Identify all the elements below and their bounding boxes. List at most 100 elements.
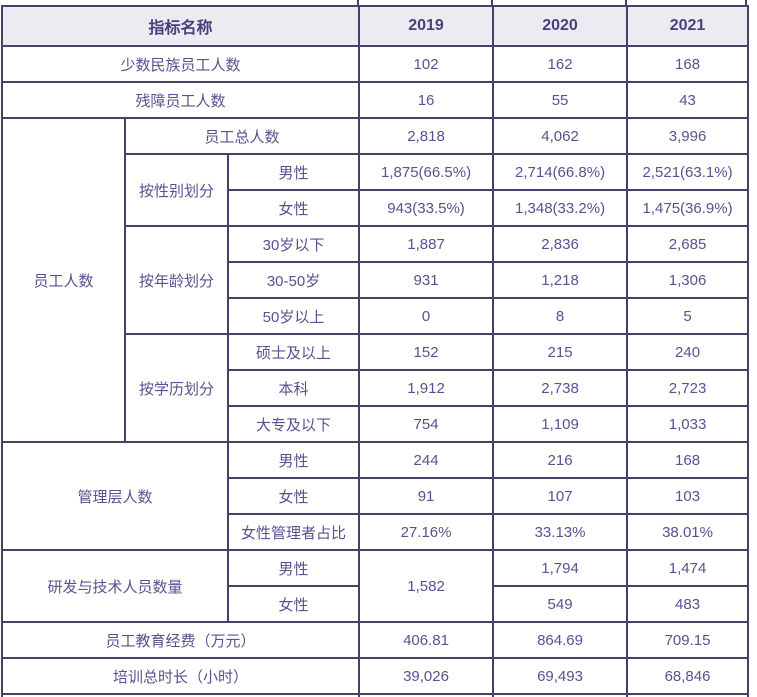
age-mid-2021: 1,306 bbox=[626, 261, 750, 299]
age-over50-row: 50岁以上 0 8 5 bbox=[2, 297, 750, 335]
header-row: 指标名称 2019 2020 2021 bbox=[0, 5, 750, 47]
edu-college-row: 大专及以下 754 1,109 1,033 bbox=[2, 405, 750, 443]
training-hours-2021: 68,846 bbox=[626, 657, 750, 695]
age-over50-2020: 8 bbox=[492, 297, 629, 335]
age-mid-2019: 931 bbox=[358, 261, 495, 299]
age-under30-2020: 2,836 bbox=[492, 225, 629, 263]
mgmt-male-row: 管理层人数 男性 244 216 168 bbox=[1, 441, 750, 551]
rnd-male-2020: 1,794 bbox=[492, 549, 629, 587]
education-fund-label: 员工教育经费（万元） bbox=[0, 621, 361, 659]
mgmt-female-2019: 91 bbox=[358, 477, 495, 515]
gender-male-2021: 2,521(63.1%) bbox=[626, 153, 750, 191]
cropped-column-border-stub bbox=[745, 0, 747, 7]
header-indicator-name: 指标名称 bbox=[0, 5, 361, 47]
disabled-value-2019: 16 bbox=[358, 81, 495, 119]
edu-college-label: 大专及以下 bbox=[226, 405, 361, 443]
rnd-merged-2019: 1,582 bbox=[358, 549, 495, 623]
gender-female-2021: 1,475(36.9%) bbox=[626, 189, 750, 227]
cropped-column-border-stub bbox=[491, 0, 493, 7]
edu-bachelor-row: 本科 1,912 2,738 2,723 bbox=[2, 369, 750, 407]
employees-total-2019: 2,818 bbox=[358, 117, 495, 155]
mgmt-male-2020: 216 bbox=[492, 441, 629, 479]
age-mid-label: 30-50岁 bbox=[226, 261, 361, 299]
edu-master-row: 按学历划分 硕士及以上 152 215 240 bbox=[2, 333, 750, 443]
rnd-female-row: 女性 549 483 bbox=[2, 585, 750, 623]
employees-total-2021: 3,996 bbox=[626, 117, 750, 155]
gender-female-2019: 943(33.5%) bbox=[358, 189, 495, 227]
rnd-male-label: 男性 bbox=[226, 549, 361, 587]
edu-bachelor-2019: 1,912 bbox=[358, 369, 495, 407]
mgmt-female-ratio-label: 女性管理者占比 bbox=[226, 513, 361, 551]
by-age-label: 按年龄划分 bbox=[124, 225, 229, 335]
training-hours-row: 培训总时长（小时） 39,026 69,493 68,846 bbox=[0, 657, 750, 695]
training-hours-2020: 69,493 bbox=[492, 657, 629, 695]
age-under30-label: 30岁以下 bbox=[226, 225, 361, 263]
disabled-value-2021: 43 bbox=[626, 81, 750, 119]
edu-college-2021: 1,033 bbox=[626, 405, 750, 443]
mgmt-female-ratio-2019: 27.16% bbox=[358, 513, 495, 551]
gender-male-2020: 2,714(66.8%) bbox=[492, 153, 629, 191]
employees-total-label: 员工总人数 bbox=[123, 117, 361, 155]
training-hours-label: 培训总时长（小时） bbox=[0, 657, 361, 695]
cropped-bottom-cell bbox=[492, 693, 629, 697]
rnd-male-row: 研发与技术人员数量 男性 1,582 1,794 1,474 bbox=[1, 549, 750, 623]
rnd-female-label: 女性 bbox=[226, 585, 361, 623]
mgmt-male-2021: 168 bbox=[626, 441, 750, 479]
age-over50-2019: 0 bbox=[358, 297, 495, 335]
age-over50-label: 50岁以上 bbox=[226, 297, 361, 335]
gender-female-2020: 1,348(33.2%) bbox=[492, 189, 629, 227]
by-gender-label: 按性别划分 bbox=[124, 153, 229, 227]
age-over50-2021: 5 bbox=[626, 297, 750, 335]
minority-value-2021: 168 bbox=[626, 45, 750, 83]
cropped-bottom-cell bbox=[358, 693, 495, 697]
mgmt-female-row: 女性 91 107 103 bbox=[2, 477, 750, 515]
minority-value-2020: 162 bbox=[492, 45, 629, 83]
age-under30-2019: 1,887 bbox=[358, 225, 495, 263]
edu-bachelor-2020: 2,738 bbox=[492, 369, 629, 407]
edu-master-label: 硕士及以上 bbox=[226, 333, 361, 371]
minority-row-label: 少数民族员工人数 bbox=[0, 45, 361, 83]
mgmt-male-2019: 244 bbox=[358, 441, 495, 479]
header-year-2020: 2020 bbox=[492, 5, 629, 47]
rnd-female-2020: 549 bbox=[492, 585, 629, 623]
cropped-column-border-stub bbox=[625, 0, 627, 7]
mgmt-female-2021: 103 bbox=[626, 477, 750, 515]
mgmt-female-ratio-2021: 38.01% bbox=[626, 513, 750, 551]
management-group-label: 管理层人数 bbox=[1, 441, 229, 551]
training-hours-2019: 39,026 bbox=[358, 657, 495, 695]
cropped-column-border-stub bbox=[357, 0, 359, 7]
mgmt-male-label: 男性 bbox=[226, 441, 361, 479]
mgmt-female-2020: 107 bbox=[492, 477, 629, 515]
mgmt-female-ratio-2020: 33.13% bbox=[492, 513, 629, 551]
gender-male-row: 按性别划分 男性 1,875(66.5%) 2,714(66.8%) 2,521… bbox=[2, 153, 750, 227]
education-fund-2020: 864.69 bbox=[492, 621, 629, 659]
employee-statistics-table: 指标名称 2019 2020 2021 少数民族员工人数 102 162 168… bbox=[0, 5, 750, 697]
disabled-value-2020: 55 bbox=[492, 81, 629, 119]
education-fund-row: 员工教育经费（万元） 406.81 864.69 709.15 bbox=[0, 621, 750, 659]
employees-total-2020: 4,062 bbox=[492, 117, 629, 155]
edu-master-2020: 215 bbox=[492, 333, 629, 371]
age-under30-row: 按年龄划分 30岁以下 1,887 2,836 2,685 bbox=[2, 225, 750, 335]
disabled-employees-row: 残障员工人数 16 55 43 bbox=[0, 81, 750, 119]
gender-male-2019: 1,875(66.5%) bbox=[358, 153, 495, 191]
age-mid-2020: 1,218 bbox=[492, 261, 629, 299]
header-year-2021: 2021 bbox=[626, 5, 750, 47]
edu-bachelor-2021: 2,723 bbox=[626, 369, 750, 407]
age-mid-row: 30-50岁 931 1,218 1,306 bbox=[2, 261, 750, 299]
age-under30-2021: 2,685 bbox=[626, 225, 750, 263]
employees-total-row: 员工人数 员工总人数 2,818 4,062 3,996 bbox=[1, 117, 750, 443]
cropped-bottom-cell bbox=[626, 693, 750, 697]
rnd-female-2021: 483 bbox=[626, 585, 750, 623]
minority-employees-row: 少数民族员工人数 102 162 168 bbox=[0, 45, 750, 83]
edu-master-2019: 152 bbox=[358, 333, 495, 371]
gender-female-label: 女性 bbox=[226, 189, 361, 227]
disabled-row-label: 残障员工人数 bbox=[0, 81, 361, 119]
gender-female-row: 女性 943(33.5%) 1,348(33.2%) 1,475(36.9%) bbox=[2, 189, 750, 227]
by-education-label: 按学历划分 bbox=[124, 333, 229, 443]
header-year-2019: 2019 bbox=[358, 5, 495, 47]
edu-college-2020: 1,109 bbox=[492, 405, 629, 443]
employees-group-label: 员工人数 bbox=[1, 117, 126, 443]
edu-bachelor-label: 本科 bbox=[226, 369, 361, 407]
edu-master-2021: 240 bbox=[626, 333, 750, 371]
